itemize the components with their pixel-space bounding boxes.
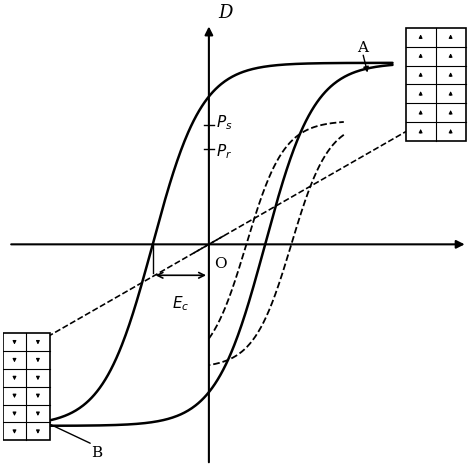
Text: $P_s$: $P_s$ [217,113,233,132]
Bar [406,28,465,141]
Text: A: A [357,41,368,55]
Text: $E_c$: $E_c$ [172,294,190,312]
Text: $P_r$: $P_r$ [217,142,233,161]
Text: D: D [218,4,233,22]
Bar [3,333,50,440]
Text: B: B [91,447,102,460]
Text: O: O [215,257,227,271]
